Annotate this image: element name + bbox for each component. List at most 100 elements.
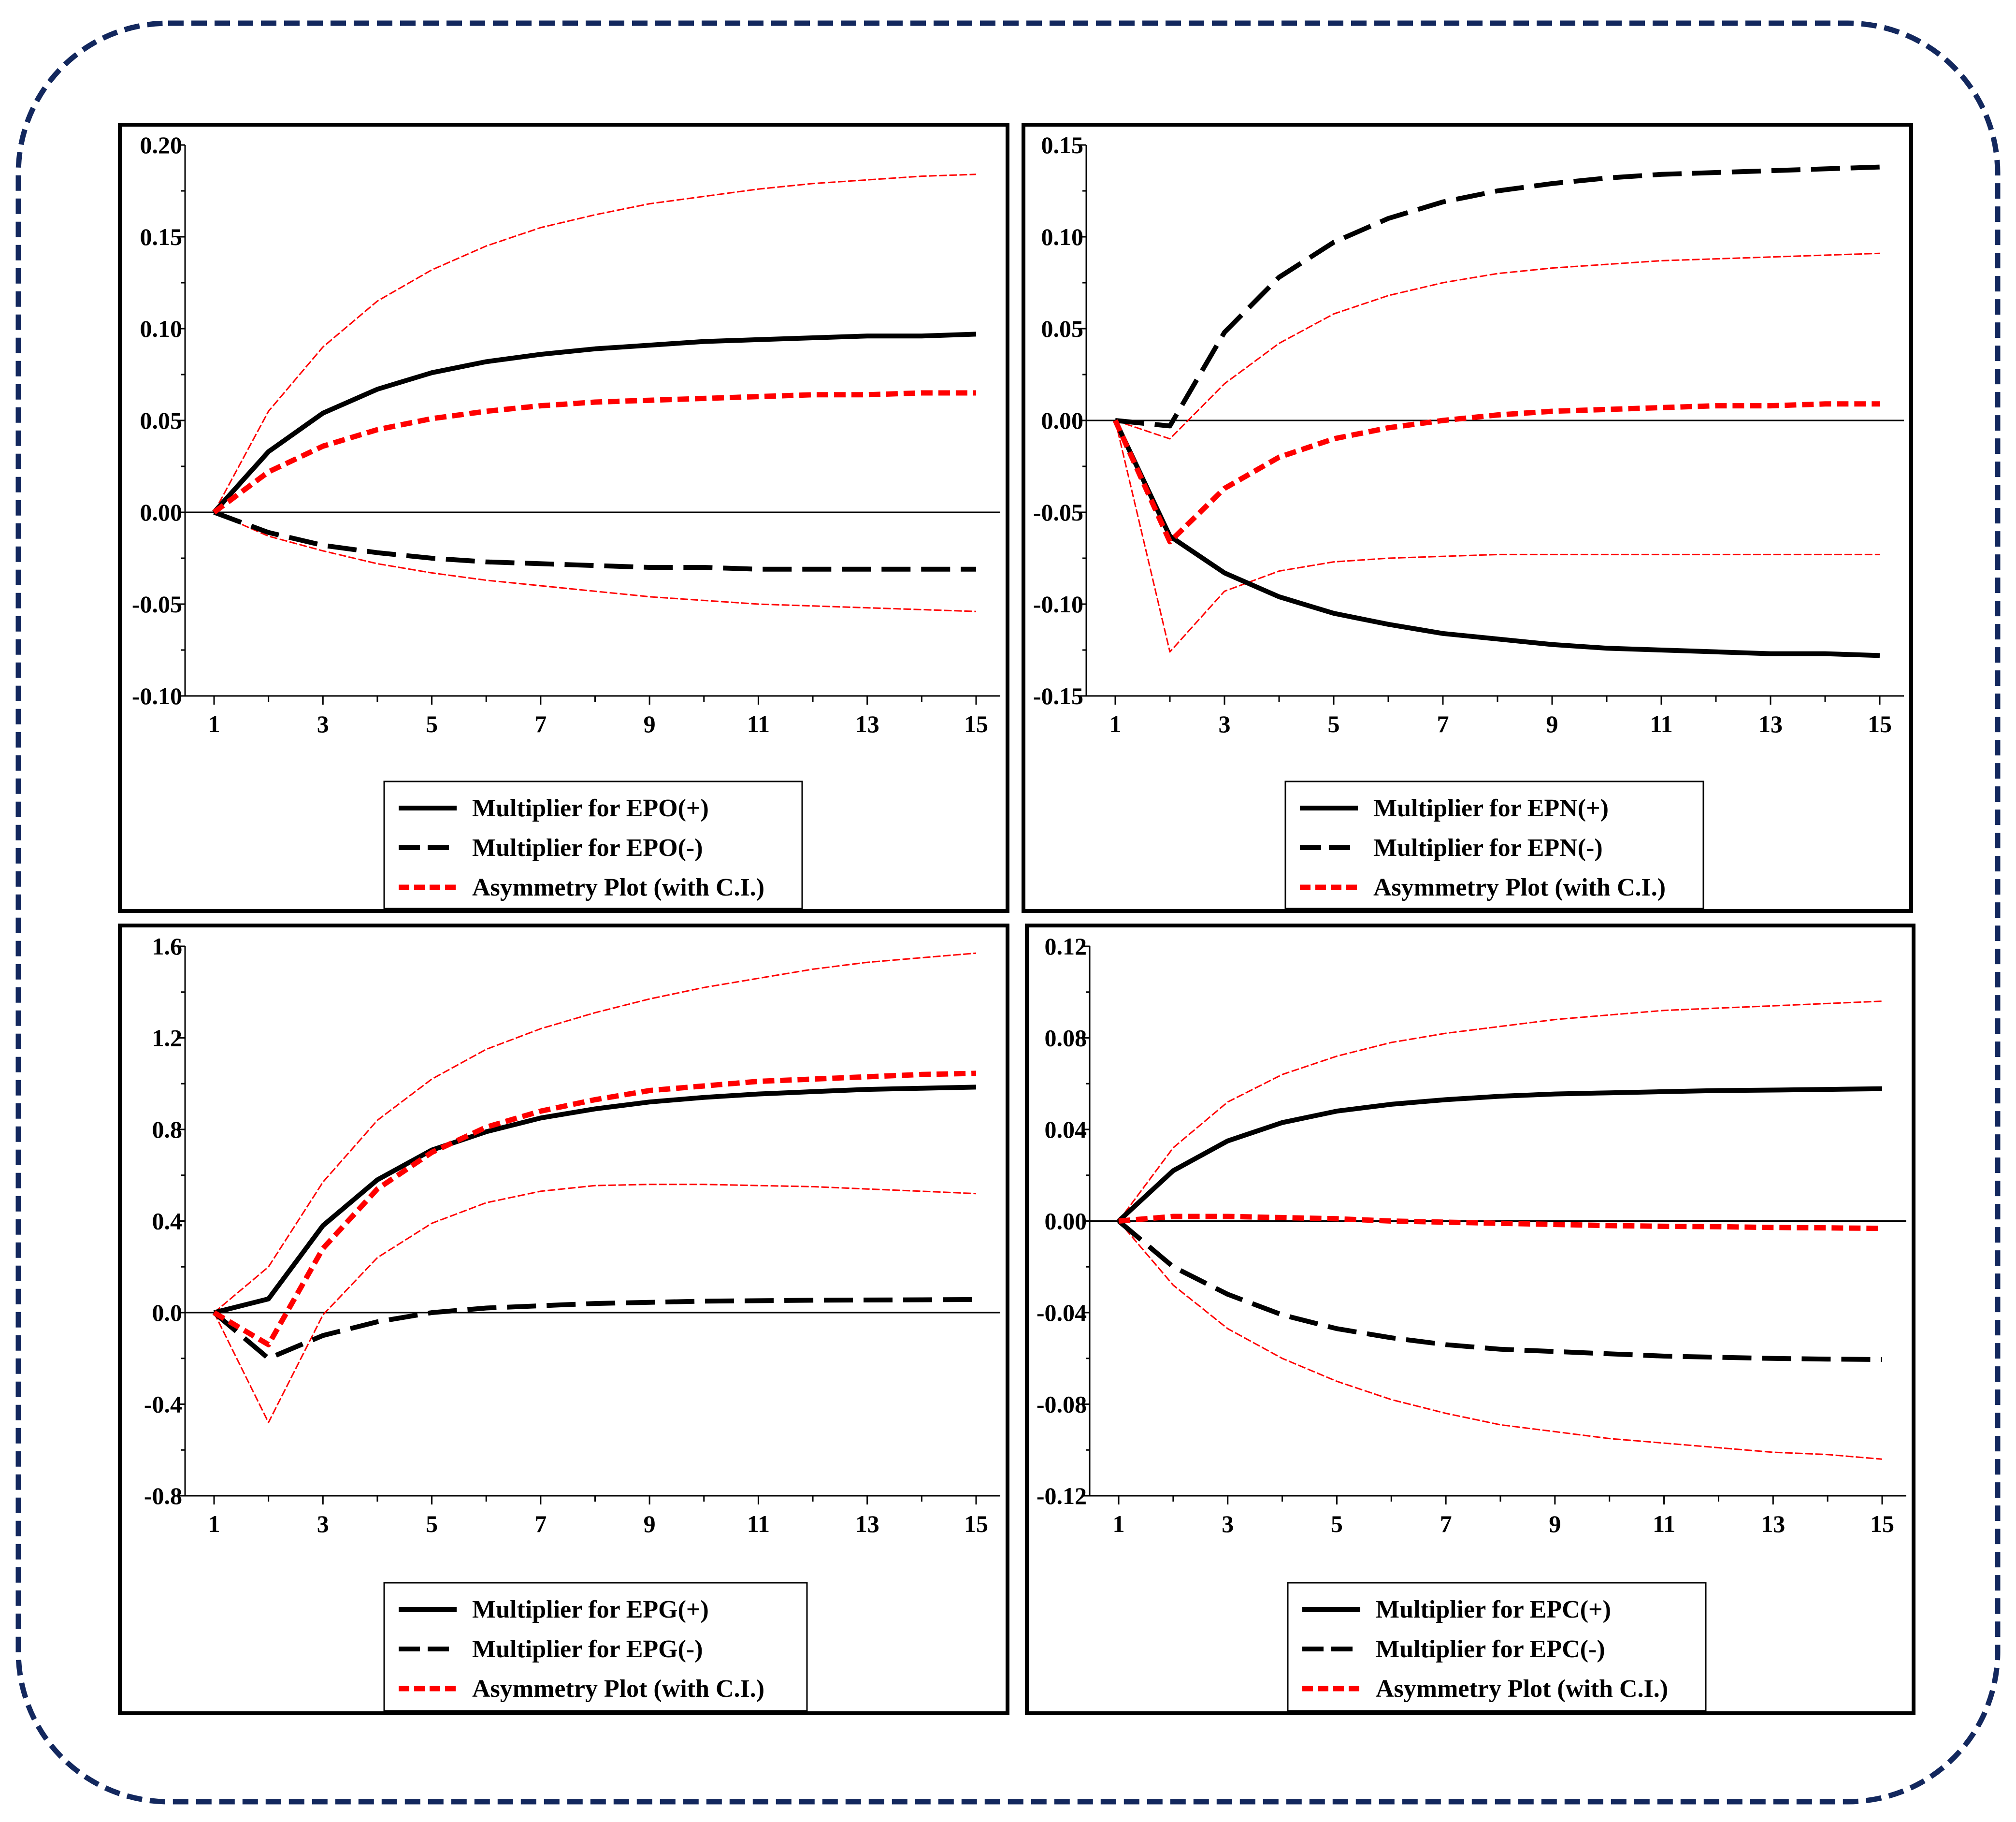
legend: Multiplier for EPC(+) Multiplier for EPC(… <box>1287 1582 1707 1712</box>
panel-border <box>118 123 1009 913</box>
y-tick-label: 0.00 <box>1041 407 1084 434</box>
y-tick-label: 0.12 <box>1045 933 1087 960</box>
y-tick-label: 0.05 <box>140 407 183 434</box>
y-tick-label: -0.05 <box>1033 499 1083 526</box>
x-tick-label: 3 <box>317 1510 329 1537</box>
y-tick-label: -0.05 <box>132 591 182 618</box>
x-tick-label: 15 <box>1870 1510 1894 1537</box>
x-tick-label: 3 <box>1222 1510 1234 1537</box>
y-tick-label: 0.15 <box>1041 131 1084 159</box>
x-tick-label: 13 <box>1761 1510 1785 1537</box>
y-tick-label: 1.2 <box>152 1025 183 1052</box>
lower-ci-line <box>213 1184 977 1423</box>
x-tick-label: 5 <box>1331 1510 1343 1537</box>
minus-multiplier-line <box>212 1297 977 1361</box>
x-tick-label: 3 <box>1219 710 1231 737</box>
legend: Multiplier for EPO(+) Multiplier for EPO(… <box>383 781 803 910</box>
y-tick-label: 0.04 <box>1045 1116 1087 1143</box>
y-tick-label: 0.10 <box>140 315 183 342</box>
legend: Multiplier for EPN(+) Multiplier for EPN(… <box>1284 781 1704 910</box>
legend-entry: Multiplier for EPN(-) <box>1373 834 1603 862</box>
y-tick-label: -0.4 <box>144 1391 182 1418</box>
x-tick-label: 5 <box>426 1510 438 1537</box>
legend-entry: Asymmetry Plot (with C.I.) <box>1373 874 1666 901</box>
legend: Multiplier for EPG(+) Multiplier for EPG(… <box>383 1582 808 1712</box>
y-tick-label: -0.10 <box>1033 591 1083 618</box>
upper-ci-line <box>214 952 977 1314</box>
y-tick-label: -0.12 <box>1037 1482 1087 1509</box>
asymmetry-line <box>1118 1214 1883 1231</box>
plus-multiplier-line <box>1113 419 1880 658</box>
y-tick-label: 0.05 <box>1041 315 1084 342</box>
x-tick-label: 9 <box>644 1510 656 1537</box>
y-tick-label: 0.00 <box>140 499 183 526</box>
chart-panel-2: 0.150.100.050.00-0.05-0.10-0.151 3 5 7 9 11 13… <box>1022 123 1913 913</box>
x-tick-label: 9 <box>1546 710 1558 737</box>
outer-dashed-frame <box>15 20 2001 1805</box>
x-tick-label: 7 <box>1440 1510 1452 1537</box>
panel-border <box>118 924 1009 1715</box>
x-tick-label: 13 <box>855 710 879 737</box>
legend-entry: Multiplier for EPO(+) <box>472 795 709 822</box>
lower-ci-line <box>1114 420 1880 653</box>
minus-multiplier-line <box>213 510 976 572</box>
x-tick-label: 11 <box>747 1510 770 1537</box>
x-tick-label: 3 <box>317 710 329 737</box>
x-tick-label: 11 <box>747 710 770 737</box>
lower-ci-line <box>214 511 977 612</box>
x-tick-label: 1 <box>1113 1510 1125 1537</box>
legend-entry: Multiplier for EPO(-) <box>472 834 703 862</box>
y-tick-label: -0.10 <box>132 682 182 709</box>
chart-panel-4: 0.120.080.040.00-0.04-0.08-0.121 3 5 7 9 11 13… <box>1025 924 1915 1715</box>
x-tick-label: 5 <box>426 710 438 737</box>
x-tick-label: 15 <box>1868 710 1892 737</box>
y-tick-label: 0.10 <box>1041 223 1084 250</box>
x-tick-label: 7 <box>1437 710 1449 737</box>
x-tick-label: 1 <box>1109 710 1122 737</box>
y-tick-label: -0.08 <box>1037 1391 1087 1418</box>
plus-multiplier-line <box>213 1085 977 1315</box>
lower-ci-line <box>1118 1220 1883 1460</box>
y-tick-label: 0.0 <box>152 1299 183 1326</box>
y-tick-label: 0.20 <box>140 131 183 159</box>
y-tick-label: -0.8 <box>144 1482 182 1509</box>
legend-entry: Asymmetry Plot (with C.I.) <box>472 1675 764 1703</box>
chart-panel-1: 0.200.150.100.050.00-0.05-0.101 3 5 7 9 11 13 1… <box>118 123 1009 913</box>
x-tick-label: 1 <box>208 710 220 737</box>
x-tick-label: 5 <box>1328 710 1340 737</box>
x-tick-label: 9 <box>1549 1510 1561 1537</box>
x-tick-label: 15 <box>964 1510 988 1537</box>
x-tick-label: 9 <box>644 710 656 737</box>
chart-panel-3: 1.61.20.80.40.0-0.4-0.81 3 5 7 9 11 13 15Multip… <box>118 924 1009 1715</box>
x-tick-label: 13 <box>1758 710 1783 737</box>
legend-entry: Asymmetry Plot (with C.I.) <box>472 874 764 901</box>
y-tick-label: 0.00 <box>1045 1208 1087 1235</box>
y-tick-label: 0.15 <box>140 223 183 250</box>
x-tick-label: 11 <box>1650 710 1672 737</box>
x-tick-label: 7 <box>534 1510 547 1537</box>
minus-multiplier-line <box>1115 164 1880 429</box>
y-tick-label: -0.15 <box>1033 682 1083 709</box>
x-tick-label: 1 <box>208 1510 220 1537</box>
plus-multiplier-line <box>212 332 977 514</box>
asymmetry-line <box>1112 401 1880 545</box>
y-tick-label: -0.04 <box>1037 1299 1087 1326</box>
asymmetry-line <box>212 390 976 515</box>
y-tick-label: 0.08 <box>1045 1025 1087 1052</box>
x-tick-label: 15 <box>964 710 988 737</box>
legend-entry: Multiplier for EPC(-) <box>1376 1635 1605 1663</box>
legend-entry: Multiplier for EPN(+) <box>1373 795 1609 822</box>
legend-entry: Multiplier for EPG(-) <box>472 1635 703 1663</box>
upper-ci-line <box>1115 252 1880 440</box>
x-tick-label: 11 <box>1653 1510 1675 1537</box>
plus-multiplier-line <box>1117 1086 1883 1223</box>
asymmetry-line <box>213 1070 977 1347</box>
x-tick-label: 7 <box>534 710 547 737</box>
y-tick-label: 0.4 <box>152 1208 183 1235</box>
upper-ci-line <box>1118 1000 1883 1222</box>
x-tick-label: 13 <box>855 1510 879 1537</box>
y-tick-label: 0.8 <box>152 1116 183 1143</box>
upper-ci-line <box>213 174 977 513</box>
legend-entry: Multiplier for EPC(+) <box>1376 1596 1611 1623</box>
